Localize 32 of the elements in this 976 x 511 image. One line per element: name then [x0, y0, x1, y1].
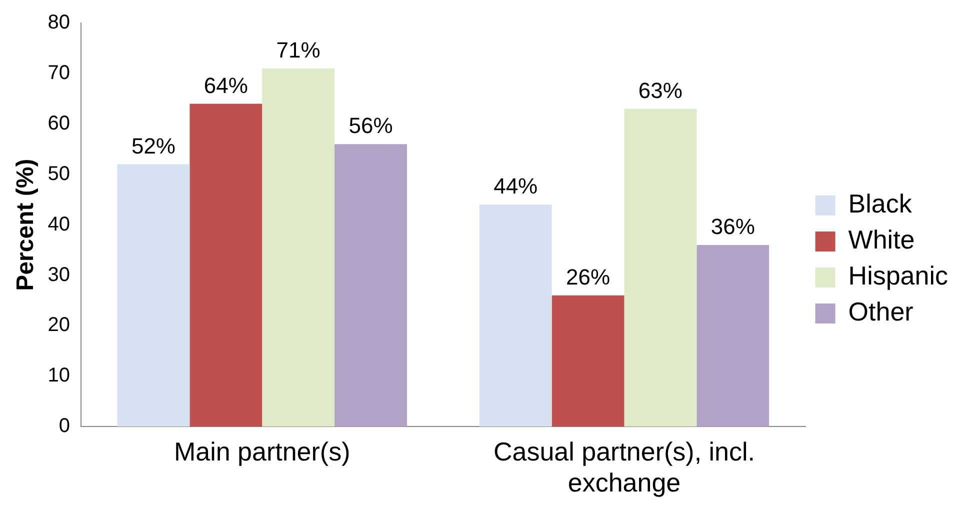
y-tick-label: 20 — [48, 314, 70, 336]
legend-label: Hispanic — [848, 260, 948, 291]
y-tick-label: 70 — [48, 62, 70, 84]
data-label: 36% — [710, 214, 755, 240]
bar — [117, 164, 190, 427]
data-label: 56% — [348, 113, 393, 138]
y-tick-label: 40 — [48, 213, 70, 236]
legend-label: Black — [848, 188, 913, 219]
bar — [552, 295, 624, 427]
legend-label: White — [848, 224, 915, 255]
y-tick-label: 0 — [58, 415, 70, 438]
legend-label: Other — [848, 296, 914, 327]
bar — [479, 204, 552, 427]
bar — [190, 104, 262, 427]
y-tick-label: 50 — [48, 162, 70, 185]
bar — [696, 244, 770, 427]
data-label: 64% — [204, 72, 248, 98]
y-axis-title: Percent (%) — [12, 158, 40, 291]
y-tick-label: 30 — [48, 264, 70, 286]
y-tick-label: 60 — [48, 112, 70, 134]
bar — [624, 108, 697, 427]
x-tick-label: Main partner(s) — [174, 436, 350, 466]
data-label: 63% — [638, 78, 682, 103]
data-label: 52% — [131, 133, 176, 158]
bar — [262, 68, 335, 427]
data-label: 44% — [494, 174, 538, 199]
x-tick-label: Casual partner(s), incl. exchange — [493, 436, 756, 498]
y-tick-label: 80 — [48, 12, 70, 34]
bar — [334, 144, 407, 427]
y-tick-label: 10 — [48, 364, 70, 387]
data-label: 26% — [566, 264, 610, 290]
data-label: 71% — [276, 37, 320, 62]
